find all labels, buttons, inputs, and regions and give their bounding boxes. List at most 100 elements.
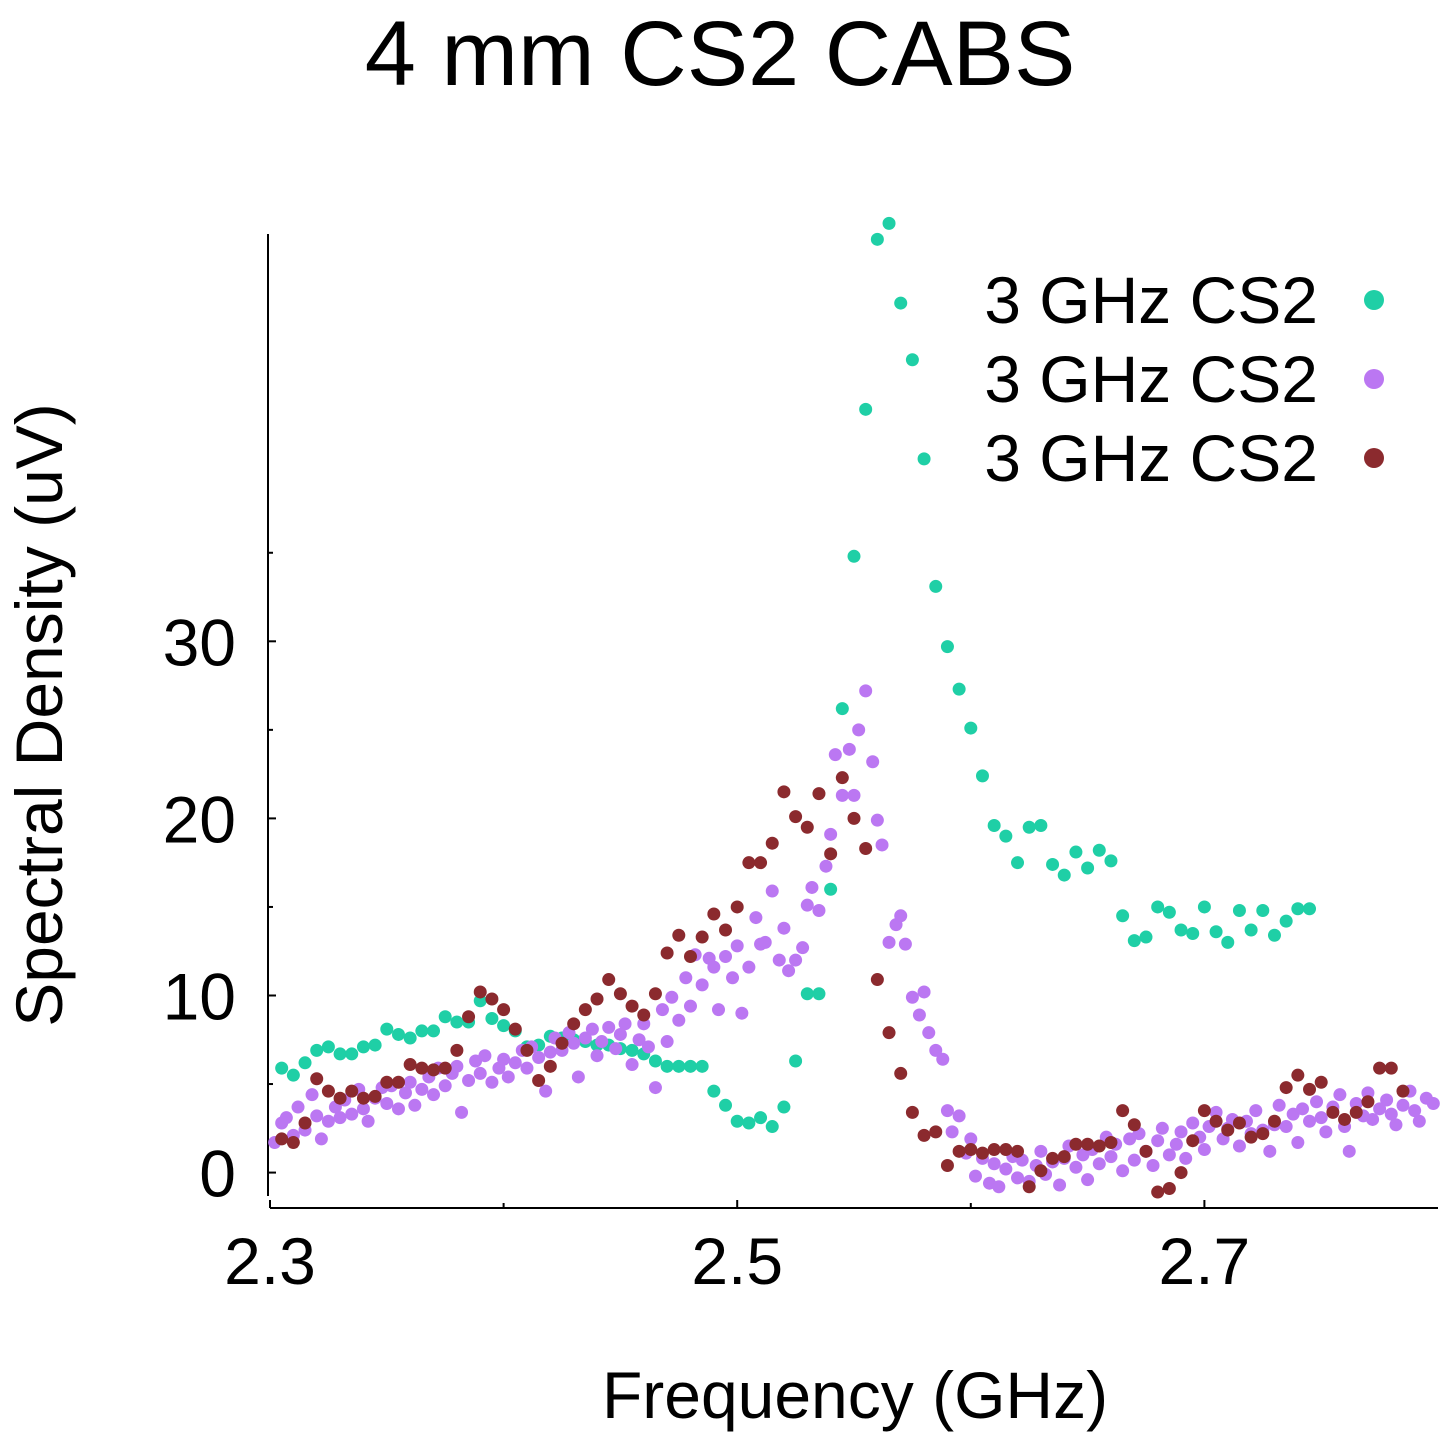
data-point xyxy=(637,1008,651,1022)
data-point xyxy=(987,818,1001,832)
data-point xyxy=(719,923,733,937)
data-point xyxy=(543,1045,557,1059)
data-point xyxy=(1179,1151,1193,1165)
data-point xyxy=(917,452,931,466)
data-point xyxy=(894,1066,908,1080)
data-point xyxy=(1022,820,1036,834)
data-point xyxy=(613,1027,627,1041)
data-point xyxy=(730,900,744,914)
data-point xyxy=(1116,909,1130,923)
data-point xyxy=(1244,1130,1258,1144)
data-point xyxy=(707,907,721,921)
data-point xyxy=(618,1017,632,1031)
data-point xyxy=(968,1169,982,1183)
data-point xyxy=(1162,1182,1176,1196)
data-point xyxy=(508,1022,522,1036)
data-point xyxy=(1197,900,1211,914)
data-point xyxy=(356,1102,370,1116)
data-point xyxy=(314,1132,328,1146)
data-point xyxy=(310,1072,324,1086)
data-point xyxy=(735,1006,749,1020)
data-point xyxy=(590,1049,604,1063)
data-point xyxy=(964,1143,978,1157)
data-point xyxy=(765,1120,779,1134)
y-tick-label: 20 xyxy=(163,782,236,856)
data-point xyxy=(952,682,966,696)
data-point xyxy=(847,811,861,825)
data-point xyxy=(1155,1121,1169,1135)
legend-label: 3 GHz CS2 xyxy=(984,263,1318,337)
data-point xyxy=(1104,854,1118,868)
data-point xyxy=(726,971,740,985)
data-point xyxy=(1209,925,1223,939)
data-point xyxy=(882,1026,896,1040)
data-point xyxy=(648,1081,662,1095)
data-point xyxy=(1267,928,1281,942)
data-point xyxy=(1314,1075,1328,1089)
data-point xyxy=(1057,1150,1071,1164)
data-point xyxy=(894,296,908,310)
data-point xyxy=(1081,861,1095,875)
data-point xyxy=(917,1128,931,1142)
data-point xyxy=(455,1105,469,1119)
legend-label: 3 GHz CS2 xyxy=(984,421,1318,495)
data-point xyxy=(321,1040,335,1054)
data-point xyxy=(1279,914,1293,928)
legend-marker xyxy=(1364,448,1384,468)
data-point xyxy=(882,935,896,949)
data-point xyxy=(1092,1139,1106,1153)
data-point xyxy=(427,1063,441,1077)
data-point xyxy=(632,1033,646,1047)
data-point xyxy=(532,1050,546,1064)
x-tick-label: 2.7 xyxy=(1159,1224,1251,1298)
data-point xyxy=(940,640,954,654)
data-point xyxy=(1279,1081,1293,1095)
data-point xyxy=(730,939,744,953)
data-point xyxy=(585,1022,599,1036)
data-point xyxy=(707,960,721,974)
data-point xyxy=(655,1003,669,1017)
data-point xyxy=(578,1003,592,1017)
data-point xyxy=(800,820,814,834)
data-point xyxy=(1338,1112,1352,1126)
data-point xyxy=(758,935,772,949)
data-point xyxy=(789,953,803,967)
data-point xyxy=(415,1082,429,1096)
data-point xyxy=(905,353,919,367)
data-point xyxy=(391,1102,405,1116)
data-point xyxy=(796,941,810,955)
data-point xyxy=(1151,1134,1165,1148)
data-point xyxy=(497,1003,511,1017)
data-point xyxy=(408,1098,422,1112)
data-point xyxy=(1384,1107,1398,1121)
data-point xyxy=(870,232,884,246)
data-point xyxy=(1011,856,1025,870)
x-tick-label: 2.3 xyxy=(224,1224,316,1298)
data-point xyxy=(1389,1118,1403,1132)
data-point xyxy=(812,987,826,1001)
data-point xyxy=(1046,857,1060,871)
data-point xyxy=(478,1049,492,1063)
data-point xyxy=(648,987,662,1001)
data-point xyxy=(333,1111,347,1125)
data-point xyxy=(777,785,791,799)
data-point xyxy=(1104,1135,1118,1149)
data-point xyxy=(286,1135,300,1149)
data-point xyxy=(380,1075,394,1089)
data-point xyxy=(415,1024,429,1038)
data-point xyxy=(660,1035,674,1049)
data-point xyxy=(1256,903,1270,917)
data-point xyxy=(595,1035,609,1049)
data-point xyxy=(1069,845,1083,859)
data-point xyxy=(1303,1114,1317,1128)
data-point xyxy=(719,950,733,964)
data-point xyxy=(286,1068,300,1082)
data-point xyxy=(964,721,978,735)
data-point xyxy=(1361,1095,1375,1109)
data-point xyxy=(707,1084,721,1098)
data-point xyxy=(1319,1125,1333,1139)
series-1 xyxy=(275,216,1317,1134)
data-point xyxy=(695,930,709,944)
series-3 xyxy=(275,771,1410,1199)
data-point xyxy=(1162,905,1176,919)
